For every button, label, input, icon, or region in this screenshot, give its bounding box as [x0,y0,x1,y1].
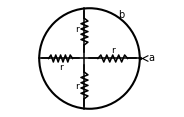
Text: r: r [59,63,62,72]
Text: r: r [111,46,115,55]
Text: r: r [75,25,79,34]
Text: a: a [148,53,155,64]
Text: r: r [75,82,79,91]
Text: b: b [118,9,124,20]
